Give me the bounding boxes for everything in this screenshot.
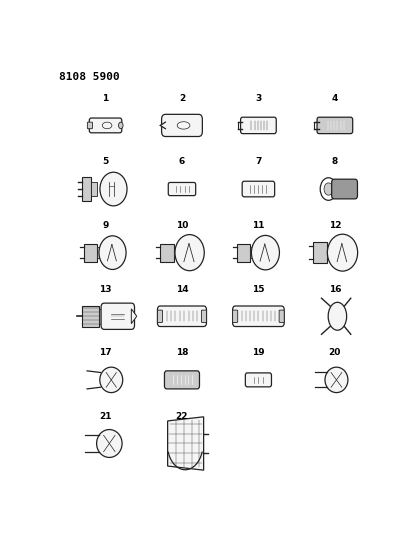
Text: 9: 9 — [102, 221, 109, 230]
FancyBboxPatch shape — [99, 309, 104, 324]
FancyBboxPatch shape — [240, 117, 276, 134]
Text: 16: 16 — [329, 285, 341, 294]
FancyBboxPatch shape — [91, 182, 97, 197]
Ellipse shape — [328, 234, 358, 271]
Text: 6: 6 — [179, 157, 185, 166]
Text: 18: 18 — [176, 348, 188, 357]
FancyBboxPatch shape — [250, 247, 256, 259]
Text: 5: 5 — [102, 157, 109, 166]
FancyBboxPatch shape — [332, 179, 358, 199]
FancyBboxPatch shape — [233, 306, 284, 327]
FancyBboxPatch shape — [327, 246, 332, 259]
FancyBboxPatch shape — [245, 373, 272, 387]
FancyBboxPatch shape — [174, 247, 180, 259]
Text: 8: 8 — [332, 157, 338, 166]
FancyBboxPatch shape — [317, 117, 353, 134]
Text: 1: 1 — [102, 94, 109, 103]
Text: 19: 19 — [252, 348, 265, 357]
Text: 11: 11 — [252, 221, 265, 230]
Text: 14: 14 — [175, 285, 188, 294]
Polygon shape — [168, 417, 203, 470]
FancyBboxPatch shape — [82, 177, 91, 201]
Ellipse shape — [99, 236, 126, 270]
Text: 22: 22 — [176, 412, 188, 421]
FancyBboxPatch shape — [313, 243, 327, 263]
FancyBboxPatch shape — [89, 118, 122, 133]
Ellipse shape — [320, 177, 337, 200]
Text: 8108 5900: 8108 5900 — [59, 72, 120, 82]
Ellipse shape — [97, 430, 122, 457]
Polygon shape — [132, 309, 137, 324]
Ellipse shape — [100, 367, 123, 393]
Text: 3: 3 — [255, 94, 261, 103]
Text: 4: 4 — [332, 94, 338, 103]
FancyBboxPatch shape — [160, 244, 174, 262]
Ellipse shape — [324, 183, 333, 195]
Ellipse shape — [325, 367, 348, 393]
FancyBboxPatch shape — [237, 244, 250, 262]
Polygon shape — [160, 122, 165, 128]
FancyBboxPatch shape — [279, 310, 284, 322]
Text: 13: 13 — [99, 285, 112, 294]
Text: 17: 17 — [99, 348, 112, 357]
FancyBboxPatch shape — [157, 306, 206, 327]
Ellipse shape — [100, 172, 127, 206]
Ellipse shape — [175, 235, 204, 271]
FancyBboxPatch shape — [162, 115, 202, 136]
Text: 10: 10 — [176, 221, 188, 230]
Text: 12: 12 — [329, 221, 341, 230]
FancyBboxPatch shape — [201, 310, 206, 322]
FancyBboxPatch shape — [157, 310, 162, 322]
FancyBboxPatch shape — [101, 303, 134, 329]
FancyBboxPatch shape — [242, 181, 275, 197]
Ellipse shape — [119, 122, 123, 128]
Text: 15: 15 — [252, 285, 265, 294]
FancyBboxPatch shape — [233, 310, 238, 322]
Ellipse shape — [328, 302, 346, 330]
FancyBboxPatch shape — [82, 305, 99, 327]
FancyBboxPatch shape — [97, 247, 103, 259]
Text: 7: 7 — [255, 157, 262, 166]
Text: 2: 2 — [179, 94, 185, 103]
Ellipse shape — [252, 236, 279, 270]
FancyBboxPatch shape — [88, 122, 92, 128]
FancyBboxPatch shape — [168, 182, 196, 196]
Text: 20: 20 — [329, 348, 341, 357]
FancyBboxPatch shape — [164, 371, 199, 389]
FancyBboxPatch shape — [84, 244, 97, 262]
Text: 21: 21 — [99, 412, 112, 421]
